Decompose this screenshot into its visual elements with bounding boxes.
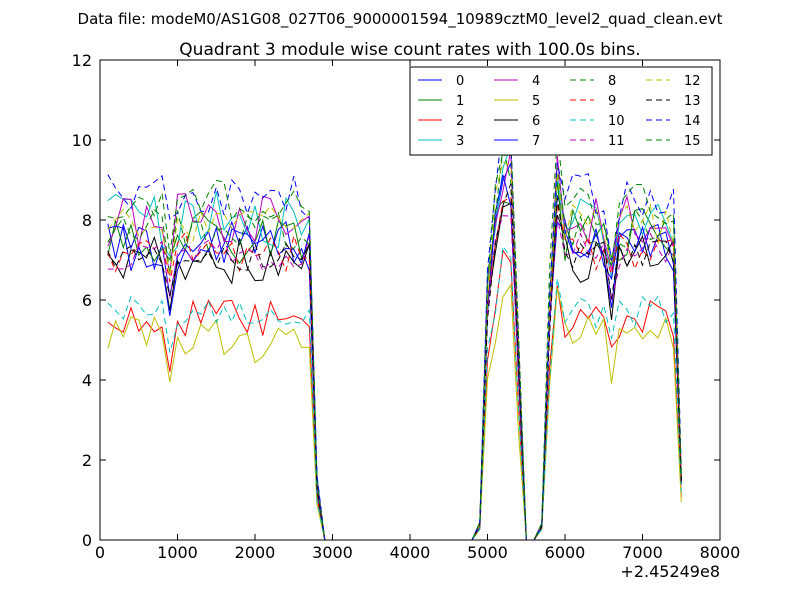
x-tick-label: 2000 [235,543,276,562]
x-tick-label: 6000 [545,543,586,562]
figure-suptitle: Data file: modeM0/AS1G08_027T06_90000015… [78,10,723,29]
legend-label-15: 15 [684,134,701,149]
legend-label-7: 7 [532,134,540,149]
legend-label-0: 0 [456,74,464,89]
legend-label-14: 14 [684,114,701,129]
legend-label-8: 8 [608,74,616,89]
legend-label-5: 5 [532,94,540,109]
legend-label-10: 10 [608,114,625,129]
y-tick-label: 4 [82,371,92,390]
y-tick-label: 12 [72,51,92,70]
legend-label-6: 6 [532,114,540,129]
chart-title: Quadrant 3 module wise count rates with … [179,40,640,60]
y-tick-label: 10 [72,131,92,150]
x-tick-label: 4000 [390,543,431,562]
x-tick-label: 8000 [700,543,741,562]
x-tick-label: 7000 [622,543,663,562]
x-tick-label: 0 [95,543,105,562]
y-tick-label: 0 [82,531,92,550]
legend-label-2: 2 [456,114,464,129]
x-axis-offset-label: +2.45249e8 [620,562,720,581]
legend-label-1: 1 [456,94,464,109]
x-tick-label: 5000 [467,543,508,562]
series-line-13 [107,183,682,541]
x-axis-ticks: 0 1000 2000 3000 4000 5000 6000 7000 8000 [95,60,740,562]
legend-label-11: 11 [608,134,625,149]
legend-label-13: 13 [684,94,701,109]
y-tick-label: 8 [82,211,92,230]
y-tick-label: 2 [82,451,92,470]
x-tick-label: 3000 [312,543,353,562]
x-tick-label: 1000 [157,543,198,562]
y-tick-label: 6 [82,291,92,310]
legend-label-3: 3 [456,134,464,149]
legend-label-4: 4 [532,74,540,89]
legend-label-12: 12 [684,74,701,89]
legend-label-9: 9 [608,94,616,109]
